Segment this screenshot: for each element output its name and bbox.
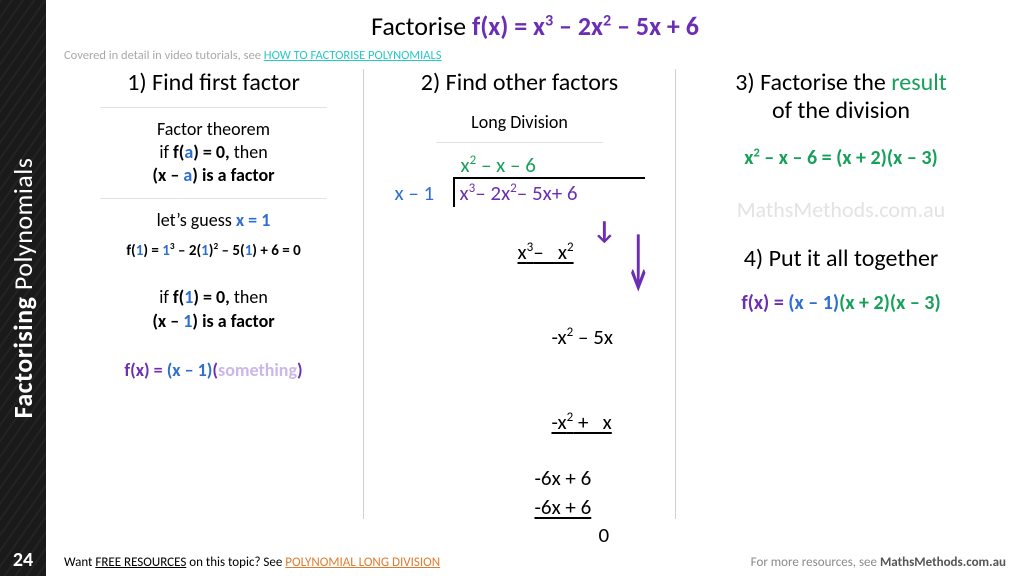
title-expr: f(x) = x3 – 2x2 – 5x + 6 bbox=[472, 10, 699, 42]
division-bar: x – 1 x3– 2x2– 5x+ 6 bbox=[395, 179, 645, 209]
arrow-down-icon: ↓ bbox=[593, 213, 617, 248]
ld-row4: -6x + 6 bbox=[395, 464, 645, 492]
column-1: 1) Find first factor Factor theorem if f… bbox=[64, 69, 364, 519]
col1-bottom: f(x) = (x – 1)(something) bbox=[76, 359, 351, 381]
sidebar-title-light: Polynomials bbox=[7, 158, 39, 297]
divider bbox=[436, 142, 603, 143]
divider bbox=[100, 198, 327, 199]
divisor: x – 1 bbox=[395, 179, 435, 207]
col3-head4: 4) Put it all together bbox=[688, 245, 994, 273]
theorem-line3: (x – a) is a factor bbox=[76, 164, 351, 187]
polynomial-long-division-link[interactable]: POLYNOMIAL LONG DIVISION bbox=[285, 555, 440, 570]
ld-row3: -x2 + x bbox=[395, 379, 645, 464]
footer-right: For more resources, see MathsMethods.com… bbox=[751, 555, 1006, 570]
column-2: 2) Find other factors Long Division x2 –… bbox=[364, 69, 676, 519]
footer: Want FREE RESOURCES on this topic? See P… bbox=[46, 555, 1024, 570]
final-answer: f(x) = (x – 1)(x + 2)(x – 3) bbox=[688, 291, 994, 315]
col2-head: 2) Find other factors bbox=[376, 69, 663, 97]
column-3: 3) Factorise the result of the division … bbox=[676, 69, 1006, 519]
sidebar-title-bold: Factorising bbox=[7, 297, 39, 419]
ld-row6: 0 bbox=[395, 521, 645, 549]
subnote: Covered in detail in video tutorials, se… bbox=[64, 48, 1006, 63]
theorem-line1: Factor theorem bbox=[76, 118, 351, 141]
factorised-quadratic: x2 – x – 6 = (x + 2)(x – 3) bbox=[688, 146, 994, 170]
left-sidebar: Factorising Polynomials 24 bbox=[0, 0, 46, 576]
result-block: if f(1) = 0, then (x – 1) is a factor bbox=[76, 286, 351, 333]
factorise-tutorial-link[interactable]: HOW TO FACTORISE POLYNOMIALS bbox=[264, 48, 442, 63]
result-line2: (x – 1) is a factor bbox=[76, 310, 351, 333]
footer-left: Want FREE RESOURCES on this topic? See P… bbox=[64, 555, 440, 570]
page-number: 24 bbox=[0, 548, 46, 572]
dividend: x3– 2x2– 5x+ 6 bbox=[460, 179, 578, 207]
factor-theorem: Factor theorem if f(a) = 0, then (x – a)… bbox=[76, 118, 351, 188]
theorem-line2: if f(a) = 0, then bbox=[76, 141, 351, 164]
long-division: x2 – x – 6 x – 1 x3– 2x2– 5x+ 6 x3– x2 -… bbox=[395, 151, 645, 549]
quotient: x2 – x – 6 bbox=[395, 151, 645, 179]
title-lead: Factorise bbox=[371, 10, 472, 42]
ld-row5: -6x + 6 bbox=[395, 493, 645, 521]
sidebar-title: Factorising Polynomials bbox=[7, 158, 39, 419]
method-label: Long Division bbox=[376, 111, 663, 134]
content-area: Factorise f(x) = x3 – 2x2 – 5x + 6 Cover… bbox=[46, 0, 1024, 576]
subnote-text: Covered in detail in video tutorials, se… bbox=[64, 48, 264, 63]
divider bbox=[100, 107, 327, 108]
arrow-down-long-icon: ↓ bbox=[627, 213, 651, 304]
guess-line: let’s guess x = 1 bbox=[76, 209, 351, 232]
col1-head: 1) Find first factor bbox=[76, 69, 351, 97]
ld-row2: -x2 – 5x bbox=[395, 294, 645, 379]
col3-head: 3) Factorise the result of the division bbox=[688, 69, 994, 124]
page-title: Factorise f(x) = x3 – 2x2 – 5x + 6 bbox=[64, 10, 1006, 42]
watermark: MathsMethods.com.au bbox=[688, 196, 994, 223]
eval-line: f(1) = 13 – 2(1)2 – 5(1) + 6 = 0 bbox=[76, 242, 351, 260]
result-line1: if f(1) = 0, then bbox=[76, 286, 351, 309]
